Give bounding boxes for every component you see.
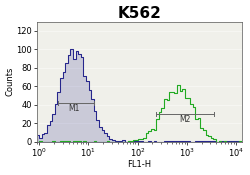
Text: M1: M1 [68,104,79,113]
Y-axis label: Counts: Counts [6,67,15,96]
X-axis label: FL1-H: FL1-H [127,160,151,169]
Title: K562: K562 [117,6,161,20]
Text: M2: M2 [179,115,191,124]
